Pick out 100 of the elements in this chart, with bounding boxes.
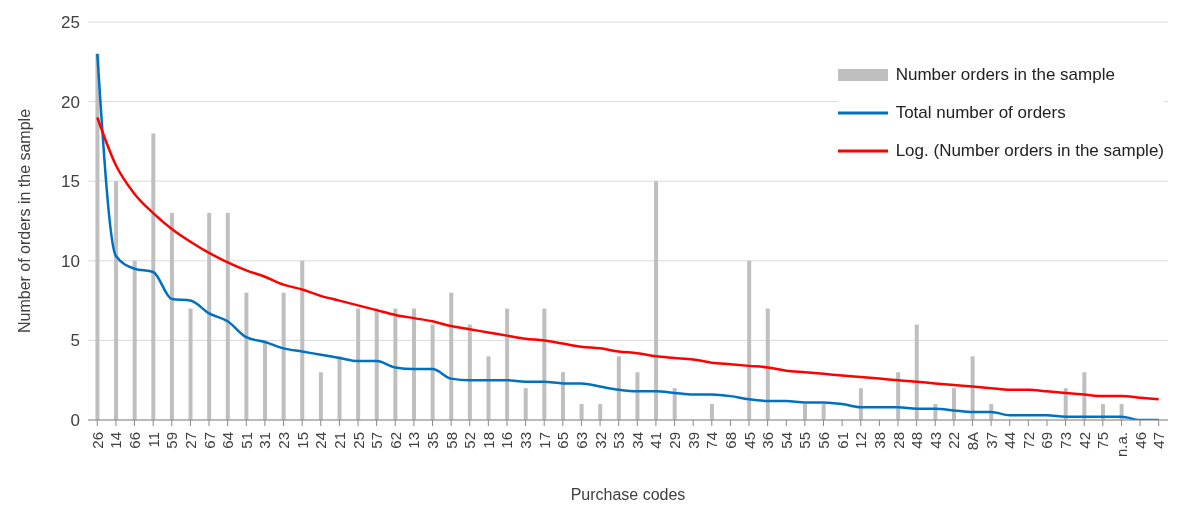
bar (393, 308, 398, 420)
x-tick-label: 47 (1150, 432, 1168, 449)
x-tick-label: 37 (982, 432, 1000, 449)
bar (374, 308, 379, 420)
x-tick-label: 12 (852, 432, 870, 449)
bar (95, 53, 100, 420)
y-tick-label: 15 (61, 172, 80, 192)
bar (263, 340, 268, 420)
x-tick-label: 34 (628, 432, 646, 449)
x-tick-label: 33 (517, 432, 535, 449)
bar (188, 308, 193, 420)
bar (318, 372, 323, 420)
x-tick-label: 58 (442, 432, 460, 449)
bar (412, 308, 416, 420)
x-tick-label: 27 (181, 432, 199, 449)
bar (747, 260, 752, 420)
x-tick-label: 42 (1075, 432, 1093, 449)
x-tick-label: 16 (498, 432, 516, 449)
bar (635, 372, 640, 420)
bar (803, 404, 808, 420)
y-tick-label: 20 (61, 92, 80, 112)
x-tick-label: 32 (591, 432, 609, 449)
x-tick-label: 28 (889, 432, 907, 449)
legend-label: Log. (Number orders in the sample) (895, 141, 1164, 161)
bar (579, 404, 584, 420)
bar (486, 356, 491, 420)
bar (616, 356, 621, 420)
bar (821, 404, 826, 420)
bar (970, 356, 975, 420)
x-tick-label: 75 (1094, 432, 1112, 449)
bar (169, 213, 174, 420)
x-tick-label: 36 (759, 432, 777, 449)
x-tick-label: 25 (349, 432, 367, 449)
bar (654, 181, 659, 420)
x-tick-label: 65 (554, 432, 572, 449)
y-tick-label: 10 (61, 251, 80, 271)
x-tick-label: 59 (163, 432, 181, 449)
bar (914, 324, 919, 420)
bar (858, 388, 863, 420)
bar (356, 308, 361, 420)
x-tick-label: 22 (945, 432, 963, 449)
x-tick-label: 17 (535, 432, 553, 449)
x-tick-label: 51 (237, 432, 255, 449)
x-tick-label: 57 (368, 432, 386, 449)
x-tick-label: 61 (833, 432, 851, 449)
bar (300, 260, 305, 420)
x-tick-label: 67 (200, 432, 218, 449)
bar (225, 213, 230, 420)
bar (709, 404, 714, 420)
bar (281, 292, 286, 420)
x-tick-label: 21 (330, 432, 348, 449)
x-tick-label: 68 (721, 432, 739, 449)
y-tick-label: 0 (70, 411, 80, 431)
x-tick-label: 73 (1057, 432, 1075, 449)
bar (430, 324, 435, 420)
x-tick-label: 48 (908, 432, 926, 449)
x-tick-label: 41 (647, 432, 665, 449)
bar (114, 181, 119, 420)
bar (505, 308, 510, 420)
x-tick-label: 52 (461, 432, 479, 449)
y-tick-label: 5 (70, 331, 80, 351)
bar (542, 308, 547, 420)
x-tick-label: 56 (815, 432, 833, 449)
bar (560, 372, 565, 420)
x-tick-label: 31 (256, 432, 274, 449)
x-tick-label: 66 (126, 432, 144, 449)
legend-label: Number orders in the sample (895, 65, 1115, 85)
x-tick-label: 26 (88, 432, 106, 449)
bar (337, 356, 342, 420)
x-tick-label: 23 (275, 432, 293, 449)
x-axis-title: Purchase codes (570, 486, 686, 503)
x-tick-label: 63 (572, 432, 590, 449)
bar (467, 324, 472, 420)
x-tick-label: 53 (610, 432, 628, 449)
bar (449, 292, 454, 420)
x-tick-label: 18 (479, 432, 497, 449)
bar (132, 260, 137, 420)
x-tick-label: 15 (293, 432, 311, 449)
x-tick-label: 44 (1001, 432, 1019, 449)
x-tick-label: n.a. (1112, 432, 1130, 458)
x-tick-label: 14 (107, 432, 125, 449)
x-tick-label: 24 (312, 432, 330, 449)
x-tick-label: 54 (777, 432, 795, 449)
x-tick-label: 8A (963, 432, 981, 451)
bar (244, 292, 249, 420)
x-tick-label: 46 (1131, 432, 1149, 449)
bar (523, 388, 528, 420)
x-tick-label: 55 (796, 432, 814, 449)
bar (598, 404, 603, 420)
x-tick-label: 35 (423, 432, 441, 449)
y-axis-title: Number of orders in the sample (15, 108, 33, 334)
x-tick-label: 29 (666, 432, 684, 449)
bar (207, 213, 212, 420)
x-tick-label: 45 (740, 432, 758, 449)
x-tick-label: 13 (405, 432, 423, 449)
x-tick-label: 39 (684, 432, 702, 449)
x-tick-label: 74 (703, 432, 721, 449)
x-tick-label: 38 (870, 432, 888, 449)
legend-label: Total number of orders (895, 103, 1066, 123)
bar (151, 133, 156, 420)
